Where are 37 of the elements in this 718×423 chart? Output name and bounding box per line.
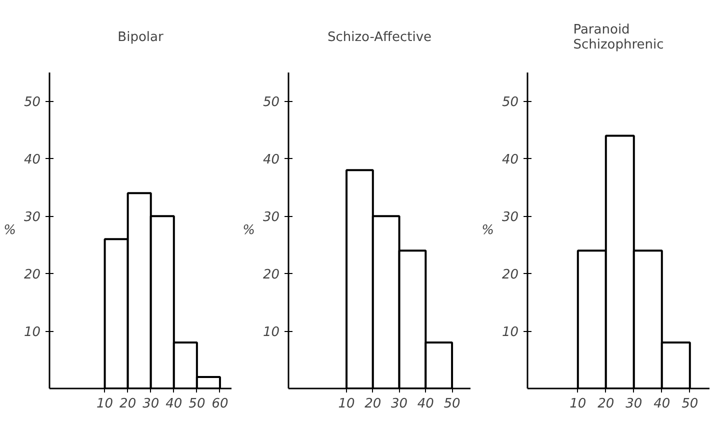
x-tick-label: 40 bbox=[417, 396, 434, 412]
y-tick-label: 30 bbox=[262, 210, 280, 226]
y-tick-label: 40 bbox=[262, 152, 280, 168]
x-tick-label: 40 bbox=[654, 396, 670, 412]
x-tick-label: 50 bbox=[444, 396, 460, 412]
x-tick-label: 50 bbox=[188, 396, 206, 412]
x-tick-label: 30 bbox=[142, 396, 160, 412]
y-tick-label: 50 bbox=[262, 95, 280, 110]
x-tick-label: 40 bbox=[166, 396, 182, 412]
y-tick-label: 40 bbox=[502, 152, 519, 168]
chart-title: Schizo-Affective bbox=[327, 30, 432, 45]
y-tick-label: 50 bbox=[502, 95, 519, 110]
y-tick-label: 20 bbox=[262, 268, 280, 283]
y-tick-label: 10 bbox=[24, 325, 41, 340]
x-tick-label: 20 bbox=[598, 396, 614, 412]
y-tick-label: 20 bbox=[24, 268, 41, 283]
x-tick-label: 60 bbox=[212, 396, 228, 412]
y-axis-title: % bbox=[4, 223, 16, 238]
y-tick-label: 10 bbox=[502, 325, 519, 340]
x-tick-label: 10 bbox=[338, 396, 355, 412]
y-axis-title: % bbox=[482, 223, 494, 238]
y-tick-label: 50 bbox=[24, 95, 41, 110]
x-tick-label: 30 bbox=[626, 396, 642, 412]
x-tick-label: 20 bbox=[120, 396, 136, 412]
y-tick-label: 10 bbox=[262, 325, 280, 340]
x-tick-label: 50 bbox=[682, 396, 698, 412]
x-tick-label: 10 bbox=[96, 396, 114, 412]
chart-title: Paranoid Schizophrenic bbox=[573, 22, 664, 52]
x-tick-label: 30 bbox=[391, 396, 408, 412]
x-tick-label: 10 bbox=[570, 396, 586, 412]
y-axis-title: % bbox=[242, 223, 255, 238]
y-tick-label: 30 bbox=[502, 210, 519, 226]
y-tick-label: 20 bbox=[502, 268, 519, 283]
x-tick-label: 20 bbox=[364, 396, 382, 412]
y-tick-label: 30 bbox=[24, 210, 41, 226]
chart-title: Bipolar bbox=[118, 30, 164, 45]
y-tick-label: 40 bbox=[24, 152, 41, 168]
